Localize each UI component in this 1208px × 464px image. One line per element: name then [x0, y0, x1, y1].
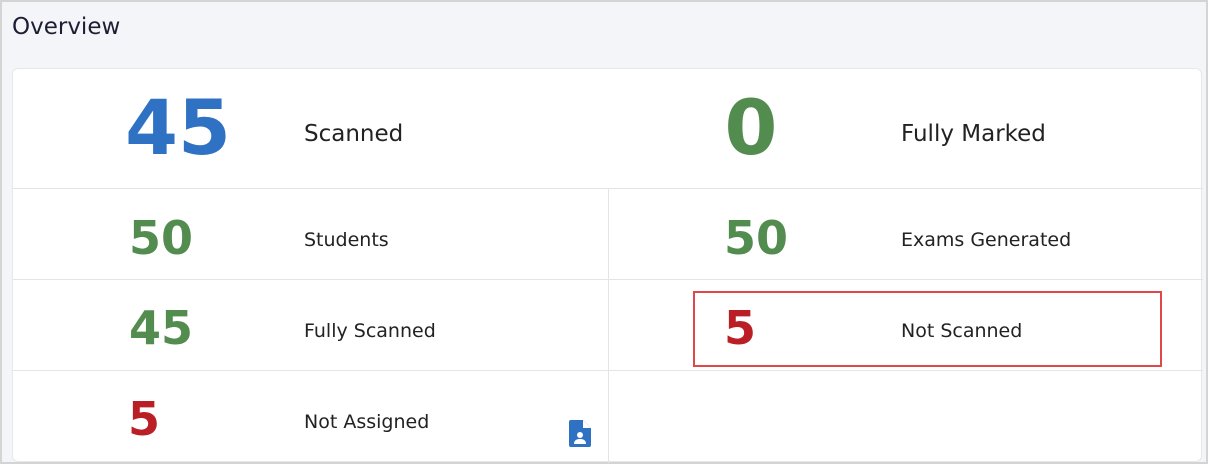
panel-title: Overview: [12, 14, 121, 40]
fully-marked-label: Fully Marked: [901, 121, 1046, 147]
student-document-icon[interactable]: [569, 420, 591, 447]
fully-marked-value: 0: [724, 83, 778, 172]
not-scanned-highlight[interactable]: [693, 291, 1162, 367]
not-assigned-label: Not Assigned: [304, 411, 430, 433]
scanned-label: Scanned: [304, 121, 404, 147]
students-value: 50: [128, 211, 193, 265]
students-label: Students: [304, 229, 389, 251]
fully-scanned-value: 45: [128, 301, 193, 355]
not-scanned-label: Not Scanned: [901, 320, 1023, 342]
scanned-value: 45: [125, 83, 231, 172]
not-assigned-value: 5: [127, 392, 160, 446]
exams-generated-label: Exams Generated: [901, 229, 1072, 251]
exams-generated-value: 50: [723, 211, 788, 265]
not-scanned-value: 5: [723, 301, 756, 355]
fully-scanned-label: Fully Scanned: [304, 320, 436, 342]
column-divider: [608, 189, 609, 463]
stats-card: 45 Scanned 0 Fully Marked 50 Students 50…: [12, 68, 1203, 463]
row-main: [13, 69, 1203, 189]
